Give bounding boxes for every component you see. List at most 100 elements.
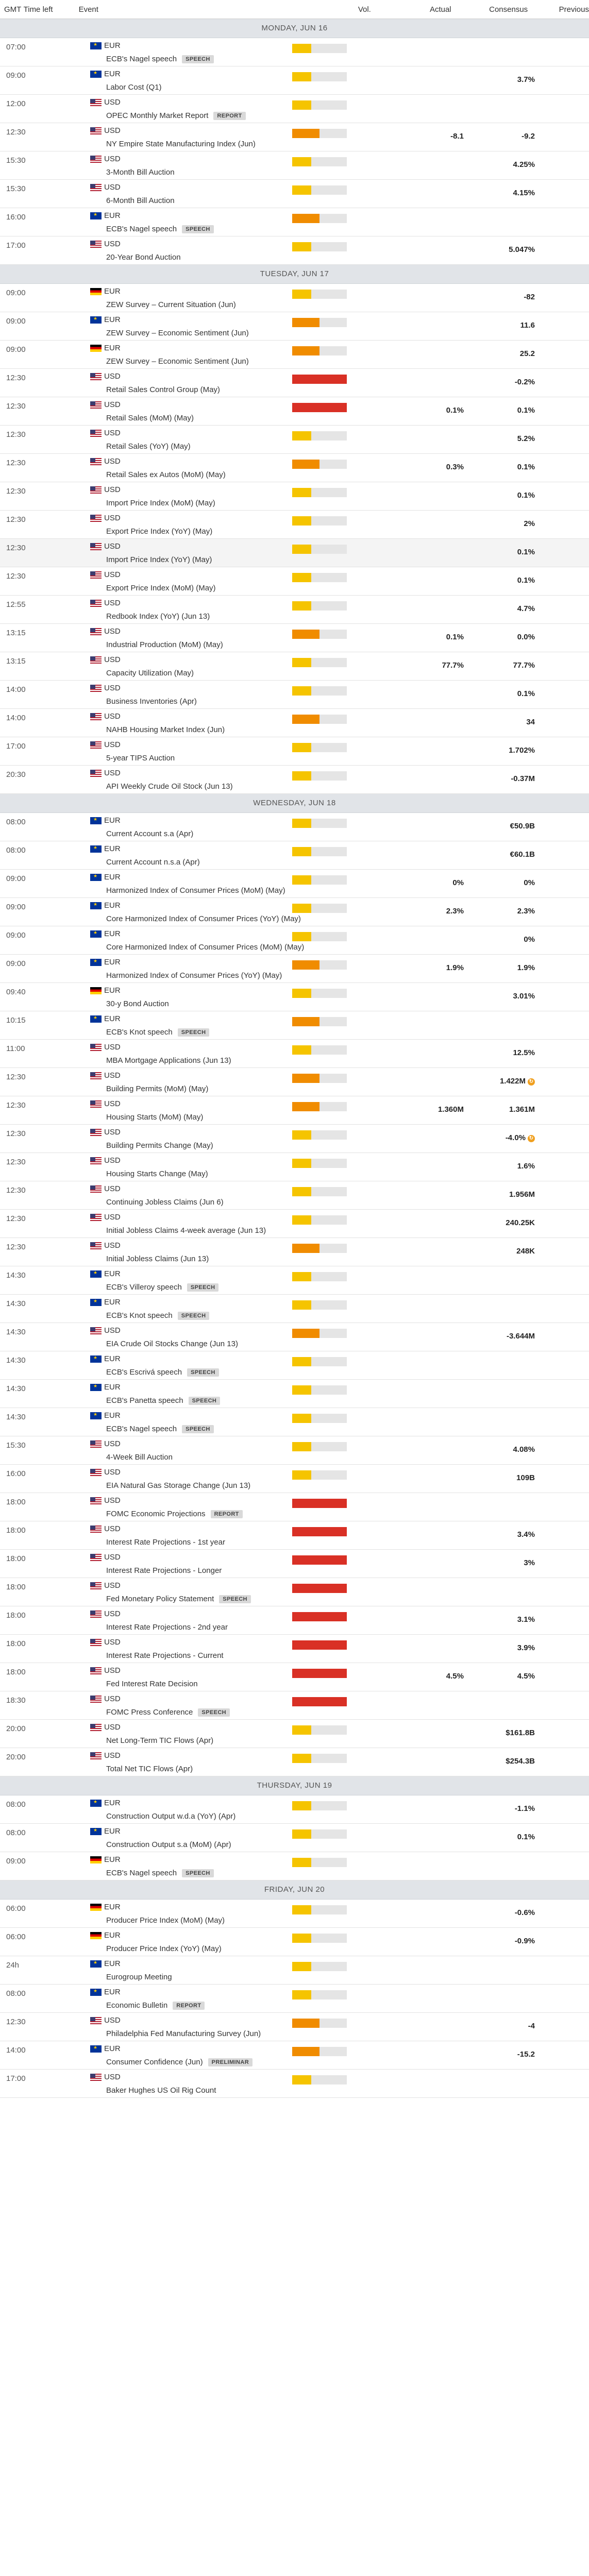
event-row[interactable]: 14:30 USD EIA Crude Oil Stocks Change (Jun… [0,1323,589,1351]
revised-icon[interactable]: ↻ [528,1135,535,1142]
event-row[interactable]: 14:00 USD Business Inventories (Apr) 0.1% [0,681,589,709]
event-title-cell[interactable]: Interest Rate Projections - Longer [106,1566,222,1575]
event-row[interactable]: 12:30 USD Housing Starts Change (May) 1.6% [0,1153,589,1181]
event-row[interactable]: 09:00 EUR Core Harmonized Index of Consume… [0,898,589,926]
event-row[interactable]: 06:00 EUR Producer Price Index (YoY) (May)… [0,1928,589,1956]
event-row[interactable]: 24h EUR Eurogroup Meeting [0,1956,589,1985]
event-row[interactable]: 15:30 USD 4-Week Bill Auction 4.08% [0,1436,589,1465]
event-row[interactable]: 12:30 USD Initial Jobless Claims 4-week av… [0,1210,589,1238]
event-row[interactable]: 18:00 USD Interest Rate Projections - Curr… [0,1635,589,1663]
event-title-cell[interactable]: Construction Output w.d.a (YoY) (Apr) [106,1812,235,1821]
event-title-cell[interactable]: Building Permits Change (May) [106,1141,213,1150]
event-row[interactable]: 17:00 USD 5-year TIPS Auction 1.702% [0,737,589,766]
event-title[interactable]: Building Permits (MoM) (May) [106,1084,209,1093]
event-title[interactable]: MBA Mortgage Applications (Jun 13) [106,1056,231,1065]
event-title-cell[interactable]: Producer Price Index (YoY) (May) [106,1944,222,1953]
header-gmt[interactable]: GMT [4,5,22,14]
event-row[interactable]: 09:00 EUR ZEW Survey – Economic Sentiment … [0,341,589,369]
event-title[interactable]: Philadelphia Fed Manufacturing Survey (J… [106,2029,261,2038]
event-title-cell[interactable]: ECB's Nagel speech SPEECH [106,1425,214,1433]
event-row[interactable]: 09:00 EUR ZEW Survey – Current Situation (… [0,284,589,312]
event-title-cell[interactable]: Producer Price Index (MoM) (May) [106,1916,225,1925]
event-title-cell[interactable]: Current Account s.a (Apr) [106,829,193,838]
event-title-cell[interactable]: NAHB Housing Market Index (Jun) [106,725,225,734]
event-title[interactable]: EIA Natural Gas Storage Change (Jun 13) [106,1481,251,1490]
event-title-cell[interactable]: Current Account n.s.a (Apr) [106,858,200,867]
event-row[interactable]: 09:40 EUR 30-y Bond Auction 3.01% [0,983,589,1011]
event-title-cell[interactable]: ECB's Nagel speech SPEECH [106,1869,214,1877]
event-title[interactable]: ECB's Knot speech [106,1028,173,1037]
event-title[interactable]: ECB's Escrivá speech [106,1368,182,1377]
event-title-cell[interactable]: Business Inventories (Apr) [106,697,197,706]
event-row[interactable]: 18:00 USD Fed Interest Rate Decision 4.5% 4.… [0,1663,589,1691]
event-title[interactable]: Labor Cost (Q1) [106,83,162,92]
event-title-cell[interactable]: ECB's Knot speech SPEECH [106,1028,210,1037]
event-title-cell[interactable]: Total Net TIC Flows (Apr) [106,1765,193,1773]
event-row[interactable]: 20:00 USD Total Net TIC Flows (Apr) $254.3B [0,1748,589,1776]
event-row[interactable]: 10:15 EUR ECB's Knot speech SPEECH [0,1011,589,1040]
event-title[interactable]: ZEW Survey – Economic Sentiment (Jun) [106,329,249,337]
event-title[interactable]: Redbook Index (YoY) (Jun 13) [106,612,210,621]
event-title-cell[interactable]: ZEW Survey – Economic Sentiment (Jun) [106,329,249,337]
event-row[interactable]: 18:00 USD FOMC Economic Projections REPORT [0,1493,589,1521]
event-title[interactable]: Core Harmonized Index of Consumer Prices… [106,943,305,952]
event-title-cell[interactable]: Industrial Production (MoM) (May) [106,640,223,649]
event-title-cell[interactable]: FOMC Economic Projections REPORT [106,1510,243,1518]
event-row[interactable]: 08:00 EUR Economic Bulletin REPORT [0,1985,589,2013]
event-title-cell[interactable]: Retail Sales (MoM) (May) [106,414,194,422]
event-title-cell[interactable]: Continuing Jobless Claims (Jun 6) [106,1198,224,1207]
header-event[interactable]: Event [78,5,98,14]
event-title-cell[interactable]: OPEC Monthly Market Report REPORT [106,111,246,120]
revised-icon[interactable]: ↻ [528,1078,535,1086]
event-row[interactable]: 18:00 USD Interest Rate Projections - Long… [0,1550,589,1578]
event-row[interactable]: 07:00 EUR ECB's Nagel speech SPEECH [0,38,589,66]
event-title[interactable]: ECB's Nagel speech [106,55,177,63]
event-title-cell[interactable]: Economic Bulletin REPORT [106,2001,205,2010]
event-row[interactable]: 14:30 EUR ECB's Escrivá speech SPEECH [0,1351,589,1380]
event-title[interactable]: Housing Starts Change (May) [106,1170,208,1178]
event-title[interactable]: ECB's Panetta speech [106,1396,183,1405]
event-title-cell[interactable]: Fed Monetary Policy Statement SPEECH [106,1595,251,1603]
event-title[interactable]: Continuing Jobless Claims (Jun 6) [106,1198,224,1207]
event-title-cell[interactable]: Fed Interest Rate Decision [106,1680,198,1688]
event-row[interactable]: 18:30 USD FOMC Press Conference SPEECH [0,1691,589,1720]
event-row[interactable]: 09:00 EUR ZEW Survey – Economic Sentiment … [0,312,589,341]
event-row[interactable]: 15:30 USD 6-Month Bill Auction 4.15% [0,180,589,208]
event-title[interactable]: Retail Sales (MoM) (May) [106,414,194,422]
event-row[interactable]: 17:00 USD Baker Hughes US Oil Rig Count [0,2070,589,2098]
event-row[interactable]: 08:00 EUR Current Account n.s.a (Apr) €60.1… [0,841,589,870]
event-title[interactable]: Business Inventories (Apr) [106,697,197,706]
event-row[interactable]: 12:30 USD Export Price Index (YoY) (May) 2% [0,511,589,539]
event-title[interactable]: ZEW Survey – Current Situation (Jun) [106,300,236,309]
event-title-cell[interactable]: Capacity Utilization (May) [106,669,194,677]
event-title-cell[interactable]: ZEW Survey – Current Situation (Jun) [106,300,236,309]
event-title-cell[interactable]: Retail Sales (YoY) (May) [106,442,191,451]
event-row[interactable]: 16:00 USD EIA Natural Gas Storage Change (… [0,1465,589,1493]
event-title[interactable]: ECB's Nagel speech [106,1869,177,1877]
event-title-cell[interactable]: ECB's Nagel speech SPEECH [106,225,214,233]
event-title-cell[interactable]: 6-Month Bill Auction [106,196,175,205]
event-title-cell[interactable]: FOMC Press Conference SPEECH [106,1708,230,1717]
event-row[interactable]: 12:55 USD Redbook Index (YoY) (Jun 13) 4.7% [0,596,589,624]
event-title[interactable]: Eurogroup Meeting [106,1973,172,1981]
event-title-cell[interactable]: Baker Hughes US Oil Rig Count [106,2086,216,2095]
event-row[interactable]: 06:00 EUR Producer Price Index (MoM) (May)… [0,1900,589,1928]
event-title[interactable]: Current Account n.s.a (Apr) [106,858,200,867]
event-row[interactable]: 09:00 EUR Harmonized Index of Consumer Pri… [0,955,589,983]
event-title-cell[interactable]: Export Price Index (MoM) (May) [106,584,216,592]
header-vol[interactable]: Vol. [358,5,371,14]
event-row[interactable]: 11:00 USD MBA Mortgage Applications (Jun 1… [0,1040,589,1068]
event-title[interactable]: NAHB Housing Market Index (Jun) [106,725,225,734]
event-row[interactable]: 18:00 USD Fed Monetary Policy Statement SPE… [0,1578,589,1606]
event-title[interactable]: 20-Year Bond Auction [106,253,181,262]
event-row[interactable]: 12:30 USD Retail Sales (MoM) (May) 0.1% 0.1% [0,397,589,426]
event-row[interactable]: 14:00 USD NAHB Housing Market Index (Jun) 3… [0,709,589,737]
event-row[interactable]: 09:00 EUR Labor Cost (Q1) 3.7% [0,66,589,95]
event-title-cell[interactable]: ECB's Escrivá speech SPEECH [106,1368,219,1377]
event-title[interactable]: Core Harmonized Index of Consumer Prices… [106,914,301,923]
event-title[interactable]: Construction Output w.d.a (YoY) (Apr) [106,1812,236,1821]
event-title-cell[interactable]: Retail Sales Control Group (May) [106,385,220,394]
event-title-cell[interactable]: 20-Year Bond Auction [106,253,181,262]
event-title[interactable]: 30-y Bond Auction [106,999,169,1008]
event-title-cell[interactable]: ECB's Nagel speech SPEECH [106,55,214,63]
